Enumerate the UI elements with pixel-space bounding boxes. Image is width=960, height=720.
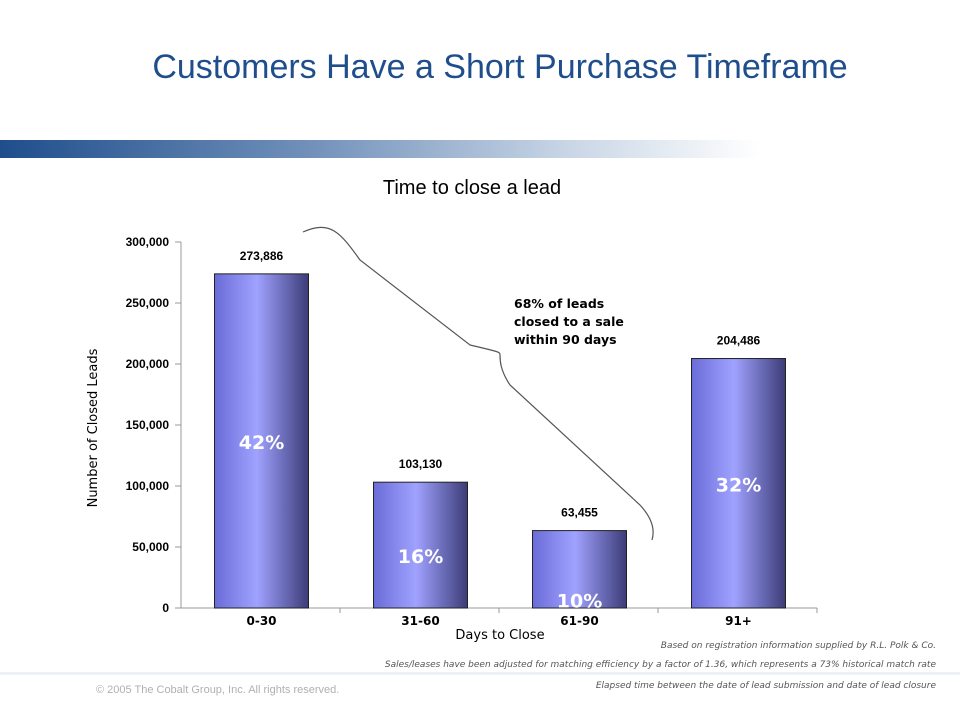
y-tick-label: 200,000: [126, 357, 170, 371]
bar-value-label: 204,486: [717, 334, 761, 348]
x-tick-label: 0-30: [246, 614, 276, 628]
footnote-elapsed-time: Elapsed time between the date of lead su…: [595, 681, 936, 691]
annotation-brace: [302, 226, 654, 541]
bar-percent-label: 16%: [398, 546, 443, 568]
y-tick-label: 250,000: [126, 296, 170, 310]
x-tick-label: 61-90: [560, 614, 598, 628]
chart-title: Time to close a lead: [383, 177, 561, 199]
copyright-text: © 2005 The Cobalt Group, Inc. All rights…: [96, 684, 340, 696]
y-tick-label: 100,000: [126, 479, 170, 493]
x-axis-label: Days to Close: [455, 628, 544, 643]
annotation-text: 68% of leads closed to a sale within 90 …: [514, 296, 628, 347]
x-tick-label: 91+: [725, 614, 752, 628]
annotation-line: 68% of leads: [514, 296, 604, 311]
y-tick-label: 150,000: [126, 418, 170, 432]
y-tick-label: 50,000: [132, 540, 169, 554]
y-axis-label: Number of Closed Leads: [86, 348, 101, 507]
y-tick-label: 300,000: [126, 235, 170, 249]
slide-title: Customers Have a Short Purchase Timefram…: [152, 48, 848, 86]
bar: [532, 530, 627, 609]
x-tick-label: 31-60: [401, 614, 439, 628]
bar-percent-label: 10%: [557, 590, 602, 612]
bar-value-label: 103,130: [399, 457, 443, 471]
bar-percent-label: 42%: [239, 432, 284, 454]
footnote-adjustment: Sales/leases have been adjusted for matc…: [384, 660, 936, 670]
footnote-source: Based on registration information suppli…: [660, 641, 936, 651]
bar: [214, 273, 309, 609]
title-gradient-bar: [0, 140, 760, 158]
bar: [691, 358, 786, 609]
bar: [373, 481, 468, 609]
bar-percent-label: 32%: [716, 474, 761, 496]
footer-divider: [0, 672, 960, 675]
annotation-line: within 90 days: [514, 332, 617, 347]
bar-value-label: 273,886: [240, 249, 284, 263]
bar-value-label: 63,455: [561, 506, 598, 520]
annotation-line: closed to a sale: [514, 314, 624, 329]
y-tick-label: 0: [162, 601, 169, 615]
